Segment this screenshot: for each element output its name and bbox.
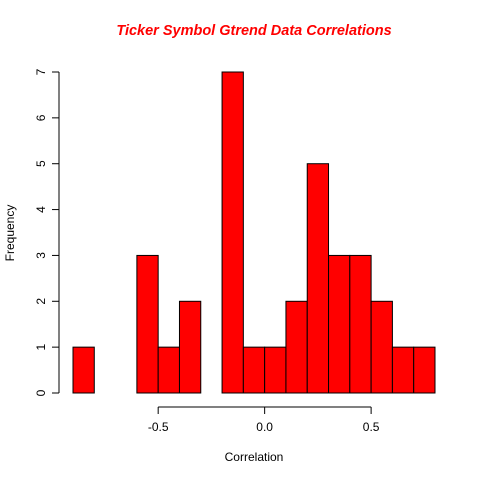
histogram-bar [370,300,393,394]
y-tick-label: 7 [34,68,48,75]
histogram-bar [285,300,308,394]
histogram-bar [157,346,180,394]
histogram-bar [136,254,159,394]
histogram-bar [413,346,436,394]
y-tick-label: 5 [34,160,48,167]
y-axis-label: Frequency [3,205,17,262]
bars-group [72,71,436,394]
y-tick-label: 1 [34,343,48,350]
x-tick-label: 0.0 [256,420,273,434]
histogram-bar [306,163,330,394]
y-tick-label: 3 [34,252,48,259]
histogram-bar [221,71,244,394]
x-tick-label: -0.5 [148,420,169,434]
y-tick-label: 0 [34,389,48,396]
y-tick-label: 6 [34,114,48,121]
histogram-bar [242,346,266,394]
histogram-bar [178,300,202,394]
x-axis-label: Correlation [225,450,284,464]
histogram-bar [328,254,351,394]
histogram-bar [72,346,95,394]
histogram-bar [391,346,415,394]
histogram-bar [264,346,287,394]
y-axis: 0 1 2 3 4 5 6 7 [34,68,60,396]
x-axis: -0.5 0.0 0.5 [148,406,380,434]
x-tick-label: 0.5 [363,420,380,434]
chart-title: Ticker Symbol Gtrend Data Correlations [116,23,391,39]
histogram-bar [349,254,372,394]
y-tick-label: 2 [34,298,48,305]
y-tick-label: 4 [34,206,48,213]
